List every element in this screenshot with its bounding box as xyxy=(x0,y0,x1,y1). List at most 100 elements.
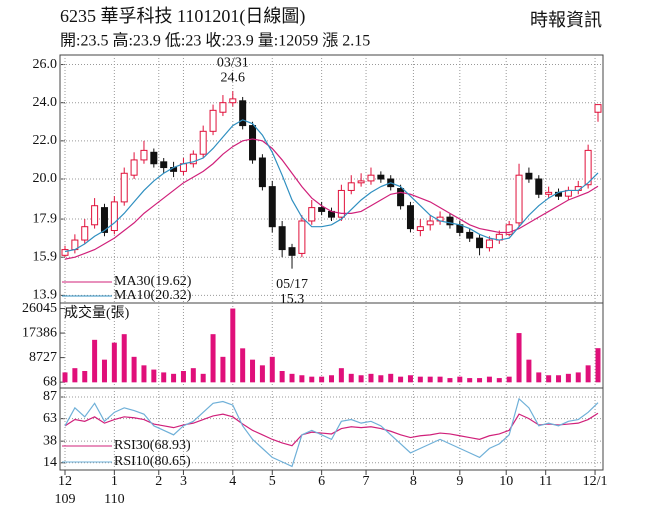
candle-body xyxy=(91,205,99,226)
candle-body xyxy=(160,161,168,169)
y-tick-label: 15.9 xyxy=(33,249,58,264)
bar xyxy=(447,378,453,383)
bar xyxy=(269,356,275,383)
bar xyxy=(546,375,552,383)
bar xyxy=(141,365,147,383)
bar xyxy=(250,359,256,383)
y-tick-label: 24.0 xyxy=(33,95,58,110)
candle-body xyxy=(367,174,375,182)
bar xyxy=(378,375,384,383)
bar xyxy=(180,371,186,383)
x-year-label: 109 xyxy=(55,492,76,507)
candle-body xyxy=(229,98,237,104)
bar xyxy=(101,359,107,383)
panel-title: 成交量(張) xyxy=(64,304,130,321)
bar xyxy=(121,334,127,383)
annotation-date: 05/17 xyxy=(276,277,308,292)
bar xyxy=(240,348,246,383)
candle-body xyxy=(140,149,148,161)
bar xyxy=(161,372,167,383)
annotation-value: 15.3 xyxy=(280,292,305,307)
candle-body xyxy=(485,239,493,249)
bar xyxy=(536,372,542,383)
candle-body xyxy=(288,247,296,256)
candle-body xyxy=(308,207,316,222)
bar xyxy=(210,334,216,383)
y-tick-label: 20.0 xyxy=(33,171,58,186)
candle-body xyxy=(120,172,128,203)
bar xyxy=(299,375,305,383)
bar xyxy=(230,308,236,383)
bar xyxy=(259,365,265,383)
series-line xyxy=(64,397,599,468)
bar xyxy=(131,356,137,383)
x-tick-label: 7 xyxy=(363,474,370,489)
chart-title: 6235 華孚科技 1101201(日線圖) xyxy=(60,6,305,27)
candle-body xyxy=(416,226,424,232)
candle-body xyxy=(199,130,207,155)
candle-body xyxy=(535,178,543,195)
y-tick-label: 17386 xyxy=(22,325,57,340)
x-tick-label: 1 xyxy=(111,474,118,489)
x-tick-label: 11 xyxy=(539,474,552,489)
candle-body xyxy=(110,201,118,232)
x-tick-label: 6 xyxy=(318,474,325,489)
bar xyxy=(358,375,364,383)
candle-body xyxy=(150,151,158,165)
bar xyxy=(516,333,522,383)
candle-body xyxy=(268,186,276,228)
x-tick-label: 8 xyxy=(410,474,417,489)
y-tick-label: 38 xyxy=(43,433,57,448)
bar xyxy=(279,371,285,383)
series-line xyxy=(64,119,599,253)
candle-body xyxy=(81,226,89,241)
candle-body xyxy=(278,226,286,251)
y-tick-label: 8727 xyxy=(29,350,57,365)
bar xyxy=(338,368,344,383)
x-tick-label: 9 xyxy=(456,474,463,489)
quote: 開:23.5 高:23.9 低:23 收:23.9 量:12059 漲 2.15 xyxy=(60,32,370,50)
bar xyxy=(477,378,483,383)
bar xyxy=(467,378,473,383)
y-tick-label: 87 xyxy=(43,389,57,404)
bar xyxy=(329,375,334,383)
annotation-date: 03/31 xyxy=(217,55,249,70)
y-tick-label: 14 xyxy=(43,455,57,470)
bar xyxy=(111,342,117,383)
bar xyxy=(289,373,295,383)
bar xyxy=(200,373,206,383)
x-tick-label: 12 xyxy=(58,474,72,489)
bar xyxy=(407,375,413,383)
candle-body xyxy=(584,149,592,186)
y-tick-label: 17.9 xyxy=(33,211,58,226)
candle-body xyxy=(258,157,266,188)
candle-body xyxy=(219,102,227,113)
bar xyxy=(62,372,68,383)
candle-body xyxy=(406,205,414,230)
candle-body xyxy=(337,189,345,218)
candle-body xyxy=(466,231,474,239)
candle-body xyxy=(377,174,385,180)
bar xyxy=(556,375,562,383)
x-tick-label: 4 xyxy=(229,474,236,489)
bar xyxy=(368,373,374,383)
bar xyxy=(171,373,177,383)
candle-body xyxy=(318,207,326,212)
candle-body xyxy=(397,188,405,207)
frame xyxy=(59,54,604,471)
legend-label: RSI30(68.93) xyxy=(114,438,191,453)
candle-body xyxy=(505,224,513,235)
bar xyxy=(427,376,433,383)
bar xyxy=(398,376,404,383)
candle-body xyxy=(130,159,138,176)
candle-body xyxy=(189,153,197,165)
bar xyxy=(437,376,443,383)
bar xyxy=(595,348,601,383)
x-tick-label: 5 xyxy=(269,474,276,489)
annotation-value: 24.6 xyxy=(221,70,246,85)
x-tick-label: 2 xyxy=(155,474,162,489)
candle-body xyxy=(476,237,484,249)
bar xyxy=(190,368,196,383)
candle-body xyxy=(209,109,217,132)
